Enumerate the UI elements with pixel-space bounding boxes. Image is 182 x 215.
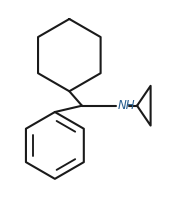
Text: NH: NH bbox=[117, 99, 135, 112]
